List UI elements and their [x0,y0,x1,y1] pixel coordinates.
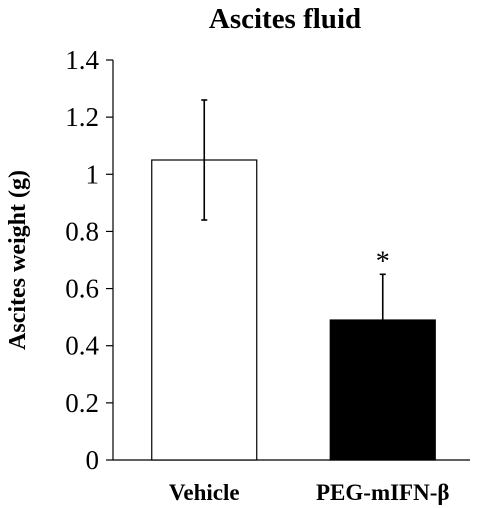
y-tick-label: 1.2 [65,102,99,132]
y-tick-label: 1 [86,159,100,189]
y-tick-label: 0 [86,445,100,475]
x-category-label: Vehicle [169,480,240,505]
y-axis-label: Ascites weight (g) [5,170,31,350]
significance-marker: * [376,246,390,277]
x-categories: Vehicle PEG-mIFN-β [169,480,450,505]
y-tick-label: 0.2 [65,388,99,418]
bars [151,159,436,461]
x-category-label: PEG-mIFN-β [316,480,450,505]
y-tick-label: 0.6 [65,274,99,304]
error-bars [201,99,386,367]
y-ticks: 0 0.2 0.4 0.6 0.8 1 1.2 1.4 [65,45,113,475]
y-tick-label: 0.8 [65,216,99,246]
y-tick-label: 0.4 [65,331,99,361]
chart-title: Ascites fluid [209,3,361,35]
annotations: * [376,246,390,277]
y-tick-label: 1.4 [65,45,99,75]
